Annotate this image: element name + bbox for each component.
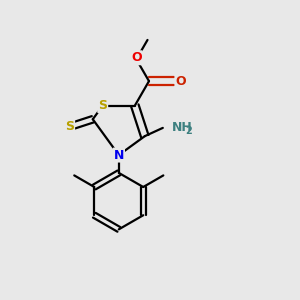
Text: S: S [98, 99, 107, 112]
Text: O: O [176, 75, 186, 88]
Text: N: N [114, 148, 124, 162]
Text: O: O [131, 51, 142, 64]
Text: NH: NH [172, 122, 193, 134]
Text: S: S [65, 120, 74, 133]
Text: 2: 2 [186, 126, 192, 136]
